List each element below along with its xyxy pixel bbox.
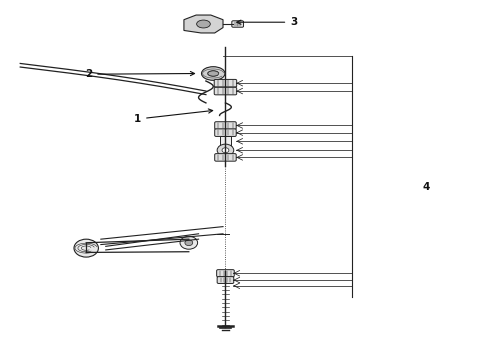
Circle shape <box>180 236 197 249</box>
FancyBboxPatch shape <box>215 154 236 161</box>
Text: 1: 1 <box>134 109 213 124</box>
FancyBboxPatch shape <box>215 122 236 129</box>
FancyBboxPatch shape <box>214 87 237 95</box>
FancyBboxPatch shape <box>220 135 231 147</box>
FancyBboxPatch shape <box>214 80 237 87</box>
Text: 4: 4 <box>422 182 429 192</box>
FancyBboxPatch shape <box>217 276 234 283</box>
Circle shape <box>185 240 193 246</box>
FancyBboxPatch shape <box>215 129 236 136</box>
Ellipse shape <box>201 67 225 80</box>
Polygon shape <box>184 15 223 33</box>
FancyBboxPatch shape <box>232 21 244 27</box>
Circle shape <box>217 144 234 156</box>
Circle shape <box>222 148 229 153</box>
Circle shape <box>74 239 98 257</box>
FancyBboxPatch shape <box>217 270 234 277</box>
Ellipse shape <box>196 20 210 28</box>
Ellipse shape <box>208 71 219 76</box>
Text: 3: 3 <box>237 17 297 27</box>
Text: 2: 2 <box>85 69 195 79</box>
